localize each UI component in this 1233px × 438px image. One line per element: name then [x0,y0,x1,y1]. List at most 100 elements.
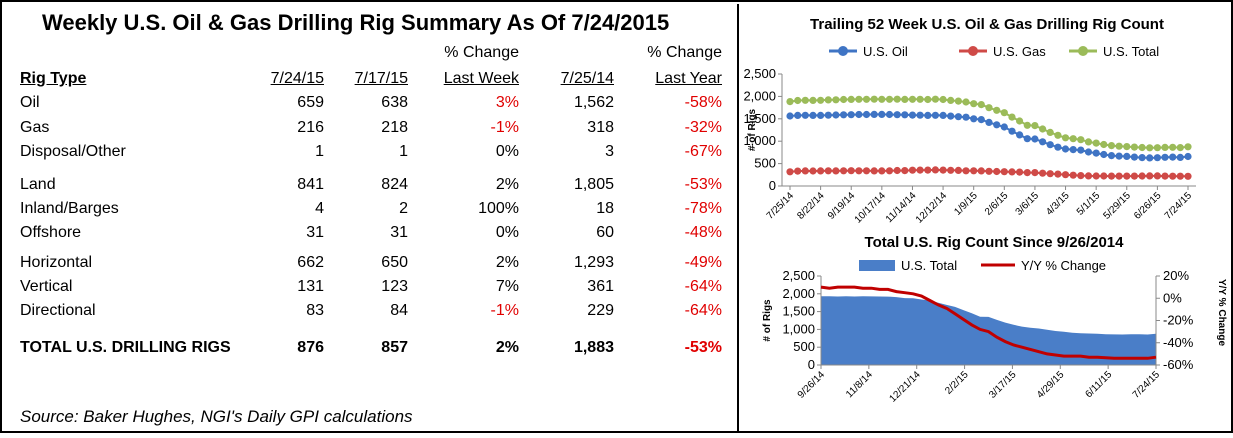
data-point-u-s-oil [970,115,978,123]
data-point-u-s-oil [931,111,939,119]
data-point-u-s-gas [985,167,993,175]
x-tick-label: 3/6/15 [1014,190,1042,218]
cell-v2: 824 [381,176,408,193]
data-point-u-s-total [1107,142,1116,150]
data-point-u-s-gas [1153,172,1161,180]
cell-v4: 1,805 [573,176,614,193]
y-tick-label: 2,500 [743,66,776,81]
data-point-u-s-oil [1000,123,1008,131]
cell-v1: 876 [297,339,324,356]
data-point-u-s-oil [1176,153,1184,161]
data-point-u-s-total [931,95,939,103]
cell-v2: 857 [381,339,408,356]
x-tick-label: 6/26/15 [1132,190,1164,222]
data-point-u-s-total [924,95,932,104]
data-point-u-s-total [1184,143,1192,151]
x-tick-label: 5/1/15 [1075,190,1103,218]
pct-year-header-top: % Change [647,44,722,61]
rig-type-header: Rig Type [20,70,87,87]
data-point-u-s-total [1008,113,1016,121]
data-point-u-s-oil [885,110,894,119]
data-point-u-s-gas [1069,171,1077,179]
data-point-u-s-gas [809,167,817,175]
data-point-u-s-total [1161,143,1169,151]
data-point-u-s-gas [916,166,924,174]
data-point-u-s-oil [1077,146,1085,154]
cell-py: -64% [684,278,722,295]
series-line-yy-change [820,285,1157,360]
x-tick-label: 7/25/14 [765,190,797,222]
x-tick-label: 11/8/14 [844,369,875,400]
data-point-u-s-gas [1123,172,1131,180]
data-point-u-s-gas [1107,172,1116,180]
y-tick-label: 500 [754,156,776,171]
cell-v1: 83 [306,302,324,319]
y-tick-label: 500 [793,339,815,354]
x-tick-label: 4/29/15 [1035,369,1067,401]
data-point-u-s-total [908,95,917,103]
data-point-u-s-oil [908,111,917,119]
data-point-u-s-oil [901,111,909,119]
source-note: Source: Baker Hughes, NGI's Daily GPI ca… [20,407,413,426]
data-point-u-s-total [1069,135,1077,143]
legend-label: U.S. Oil [863,44,908,59]
data-point-u-s-gas [893,166,901,175]
data-point-u-s-total [885,95,894,103]
data-point-u-s-gas [1176,172,1184,180]
data-point-u-s-oil [985,118,993,126]
data-point-u-s-gas [1130,172,1138,180]
data-point-u-s-oil [1023,135,1031,143]
data-point-u-s-total [801,96,809,104]
data-point-u-s-oil [1016,131,1024,139]
legend-item-u-s-oil: U.S. Oil [829,44,908,59]
data-point-u-s-total [832,96,840,104]
cell-pw: -1% [490,302,519,319]
col-7-24-15-header: 7/24/15 [270,70,324,87]
data-point-u-s-total [1146,144,1154,152]
data-point-u-s-oil [1153,154,1161,162]
y-axis-title: # of Rigs [747,108,758,151]
data-point-u-s-total [1061,134,1070,142]
data-point-u-s-total [947,96,955,104]
data-point-u-s-oil [847,111,855,119]
data-point-u-s-total [1092,139,1100,147]
data-point-u-s-oil [794,111,802,119]
data-point-u-s-gas [901,167,909,175]
data-point-u-s-oil [855,110,863,119]
cell-v1: 216 [297,119,324,136]
data-point-u-s-total [939,95,947,104]
col-7-25-14-header: 7/25/14 [560,70,614,87]
x-tick-label: 7/24/15 [1131,369,1163,401]
data-point-u-s-oil [1100,150,1108,159]
data-point-u-s-gas [924,166,932,174]
data-point-u-s-total [1031,122,1039,130]
data-point-u-s-total [1054,131,1062,139]
cell-type: Inland/Barges [20,200,119,217]
cell-v2: 123 [381,278,408,295]
y-tick-label: 1,000 [743,133,776,148]
cell-v2: 1 [399,143,408,160]
data-point-u-s-total [1000,109,1008,117]
data-point-u-s-oil [1039,138,1047,146]
cell-py: -53% [684,176,722,193]
y2-tick-label: -60% [1163,357,1194,372]
x-tick-label: 4/3/15 [1044,190,1072,218]
y2-tick-label: -20% [1163,313,1194,328]
data-point-u-s-gas [885,167,894,175]
data-point-u-s-gas [1046,170,1054,178]
data-point-u-s-total [962,98,970,106]
x-tick-label: 5/29/15 [1102,190,1134,222]
data-point-u-s-total [1153,144,1161,152]
data-point-u-s-oil [1107,152,1116,160]
cell-pw: 2% [495,254,519,271]
data-point-u-s-total [878,95,886,103]
cell-v4: 18 [596,200,614,217]
cell-pw: 0% [495,143,519,160]
data-point-u-s-gas [1031,169,1039,177]
cell-type: TOTAL U.S. DRILLING RIGS [20,339,231,356]
data-point-u-s-total [862,95,871,103]
data-point-u-s-oil [993,121,1001,129]
data-point-u-s-gas [970,167,978,175]
cell-v4: 1,293 [573,254,614,271]
data-point-u-s-total [1100,140,1108,149]
